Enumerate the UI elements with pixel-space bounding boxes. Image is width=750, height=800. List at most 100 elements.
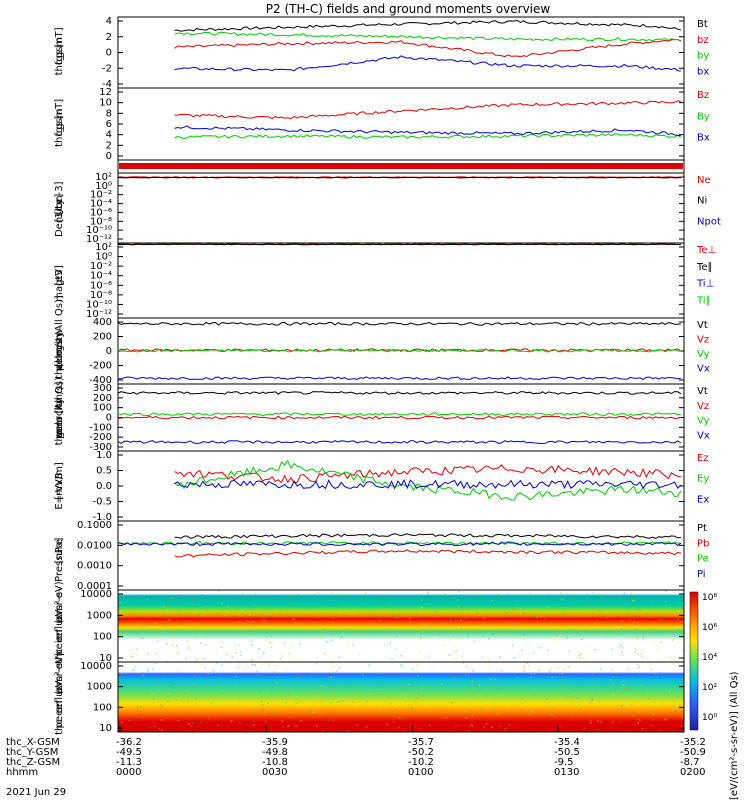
speckle [568, 650, 571, 652]
speckle [478, 684, 481, 687]
speckle [515, 601, 518, 603]
speckle [635, 628, 638, 630]
speckle [285, 702, 287, 704]
speckle [310, 674, 312, 677]
legend-Ti∥: Ti∥ [696, 295, 711, 306]
colorbar [689, 591, 699, 731]
y-axis-label-line: thc [54, 60, 65, 76]
y-axis-label-line: [cm-3] [54, 181, 65, 214]
speckle [379, 711, 381, 714]
speckle [252, 721, 254, 723]
speckle [641, 656, 643, 658]
speckle [243, 707, 245, 709]
speckle [431, 668, 433, 670]
speckle [251, 617, 253, 620]
speckle [659, 619, 661, 621]
speckle [632, 714, 635, 716]
speckle [235, 675, 237, 677]
series-line-Vx [117, 440, 682, 444]
speckle [274, 712, 276, 714]
series-line-Vy [117, 412, 681, 417]
series-line-Ez [174, 464, 681, 484]
speckle [411, 668, 414, 670]
x-row-value: -10.2 [408, 757, 434, 768]
speckle [633, 599, 635, 601]
speckle [587, 629, 590, 632]
speckle [653, 699, 655, 701]
speckle [381, 599, 383, 602]
speckle [123, 615, 125, 618]
speckle [172, 644, 174, 647]
speckle [269, 672, 272, 674]
speckle [627, 668, 630, 670]
speckle [566, 637, 569, 639]
speckle [142, 674, 145, 677]
speckle [352, 701, 354, 703]
x-row-value: -50.5 [554, 747, 580, 758]
speckle [172, 624, 174, 627]
speckle [510, 612, 512, 614]
speckle [181, 690, 183, 692]
speckle [385, 627, 388, 629]
speckle [265, 615, 267, 618]
speckle [576, 684, 578, 686]
speckle [536, 616, 538, 619]
speckle [517, 603, 519, 605]
speckle [245, 613, 248, 615]
speckle [395, 635, 398, 637]
speckle [232, 623, 234, 625]
speckle [167, 700, 169, 702]
speckle [634, 695, 636, 698]
speckle [220, 646, 222, 648]
speckle [588, 599, 591, 602]
speckle [333, 602, 336, 605]
speckle [238, 621, 240, 623]
speckle [347, 697, 349, 699]
speckle [306, 608, 309, 611]
speckle [216, 650, 218, 652]
y-axis-label-line: [nPa] [54, 537, 65, 563]
speckle [634, 651, 636, 653]
speckle [575, 608, 577, 610]
y-tick-label: 10000 [80, 661, 112, 672]
speckle [590, 722, 592, 724]
speckle [473, 617, 476, 619]
y-axis-label-line: gsm (All Qs) [54, 377, 65, 438]
speckle [141, 627, 143, 629]
speckle [231, 656, 233, 658]
speckle [450, 702, 453, 704]
flag-bar [119, 163, 683, 169]
speckle [658, 728, 661, 731]
speckle [295, 622, 297, 624]
speckle [521, 649, 523, 651]
speckle [619, 644, 622, 646]
speckle [554, 639, 556, 642]
speckle [179, 629, 181, 631]
speckle [192, 722, 194, 724]
speckle [499, 725, 501, 728]
y-tick-label: 200 [93, 332, 112, 343]
speckle [186, 705, 189, 707]
speckle [195, 660, 197, 662]
speckle [450, 637, 453, 639]
speckle [472, 715, 474, 718]
y-tick-label: 10⁻¹⁰ [86, 225, 112, 236]
speckle [290, 593, 292, 596]
y-axis-label-line: Density [54, 199, 65, 237]
speckle [551, 614, 554, 616]
speckle [472, 687, 475, 689]
speckle [481, 656, 484, 659]
speckle [376, 684, 379, 686]
speckle [239, 722, 241, 724]
speckle [528, 713, 531, 715]
speckle [208, 691, 211, 693]
speckle [142, 715, 144, 718]
speckle [487, 668, 490, 670]
y-axis-label-line: peir [54, 635, 65, 655]
speckle [512, 609, 515, 611]
speckle [407, 677, 410, 680]
speckle [270, 646, 273, 649]
speckle [455, 650, 458, 652]
speckle [639, 719, 641, 722]
